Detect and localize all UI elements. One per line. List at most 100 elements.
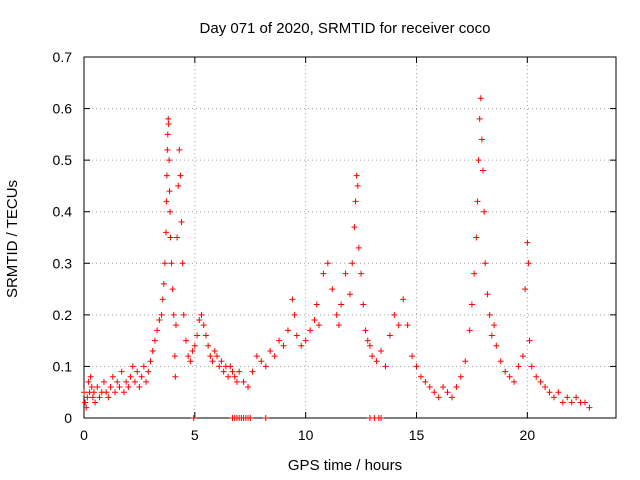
data-point xyxy=(417,373,424,380)
data-point xyxy=(497,358,504,365)
data-point xyxy=(488,332,495,339)
data-point xyxy=(481,208,488,215)
axes xyxy=(83,56,617,419)
data-point xyxy=(477,95,484,102)
data-point xyxy=(568,399,575,406)
data-point xyxy=(320,270,327,277)
data-point xyxy=(395,322,402,329)
data-point xyxy=(159,296,166,303)
data-point xyxy=(166,157,173,164)
data-point xyxy=(289,296,296,303)
data-point xyxy=(313,301,320,308)
data-point xyxy=(214,353,220,360)
data-point xyxy=(245,384,252,391)
data-point xyxy=(581,399,588,406)
ticks: 0 5 10 15 20 0 0.1 0.2 0.3 0.4 0.5 0.6 0.7 xyxy=(53,49,616,443)
data-point xyxy=(85,378,92,385)
data-point xyxy=(156,317,163,324)
data-point xyxy=(114,378,121,385)
data-point xyxy=(136,384,143,391)
data-point xyxy=(302,337,309,344)
data-point xyxy=(409,353,416,360)
data-point xyxy=(131,378,138,385)
data-point xyxy=(240,378,247,385)
data-point xyxy=(154,327,161,334)
data-point xyxy=(143,378,150,385)
data-point xyxy=(528,363,535,370)
data-point xyxy=(145,368,152,375)
data-point xyxy=(502,368,509,375)
y-tick-label: 0.2 xyxy=(53,307,73,323)
data-point xyxy=(229,368,236,375)
data-point xyxy=(586,404,593,411)
data-point xyxy=(151,337,158,344)
data-point xyxy=(94,384,101,391)
y-tick-label: 0.4 xyxy=(53,204,73,220)
data-point xyxy=(364,337,371,344)
data-point xyxy=(382,363,389,370)
data-point xyxy=(559,399,566,406)
data-point xyxy=(105,394,112,401)
data-point xyxy=(342,270,349,277)
data-point xyxy=(473,234,480,241)
x-tick-label: 5 xyxy=(191,427,199,443)
data-point xyxy=(262,363,269,370)
data-point xyxy=(194,332,201,339)
data-point xyxy=(205,342,212,349)
data-point xyxy=(164,131,171,138)
data-point xyxy=(172,322,179,329)
data-point xyxy=(81,389,87,396)
data-point xyxy=(391,311,398,318)
data-point xyxy=(90,389,97,396)
data-point xyxy=(178,219,185,226)
y-tick-label: 0.6 xyxy=(53,101,73,117)
data-point xyxy=(338,301,345,308)
data-point xyxy=(284,327,291,334)
data-point xyxy=(440,384,447,391)
data-point xyxy=(172,373,179,380)
y-tick-label: 0.5 xyxy=(53,152,73,168)
data-point xyxy=(160,280,167,287)
data-point xyxy=(87,373,94,380)
data-point xyxy=(400,296,407,303)
data-point xyxy=(484,291,491,298)
data-point xyxy=(82,399,89,406)
data-point xyxy=(525,260,532,267)
data-point xyxy=(170,311,177,318)
data-point xyxy=(298,342,305,349)
data-point xyxy=(129,363,136,370)
data-point xyxy=(168,260,175,267)
data-point xyxy=(216,363,223,370)
data-point xyxy=(88,384,95,391)
data-point xyxy=(347,291,353,298)
data-point xyxy=(546,389,553,396)
data-point xyxy=(185,353,192,360)
data-point xyxy=(134,368,141,375)
data-point xyxy=(165,121,172,128)
data-point xyxy=(84,394,91,401)
data-point xyxy=(550,394,557,401)
data-point xyxy=(555,389,562,396)
data-point xyxy=(165,115,172,122)
data-point xyxy=(125,384,132,391)
data-point xyxy=(233,378,240,385)
data-point xyxy=(175,182,182,189)
data-point xyxy=(112,389,119,396)
data-point xyxy=(196,317,203,324)
data-point xyxy=(435,394,442,401)
data-points xyxy=(81,95,593,421)
data-point xyxy=(453,384,460,391)
data-point xyxy=(83,404,90,411)
data-point xyxy=(426,384,433,391)
data-point xyxy=(515,363,522,370)
data-point xyxy=(207,353,214,360)
data-point xyxy=(149,347,156,354)
data-point xyxy=(519,353,526,360)
chart-title: Day 071 of 2020, SRMTID for receiver coc… xyxy=(200,20,491,37)
data-point xyxy=(480,167,486,174)
data-point xyxy=(491,322,498,329)
data-point xyxy=(573,394,580,401)
data-point xyxy=(163,229,170,236)
y-tick-label: 0 xyxy=(64,410,72,426)
